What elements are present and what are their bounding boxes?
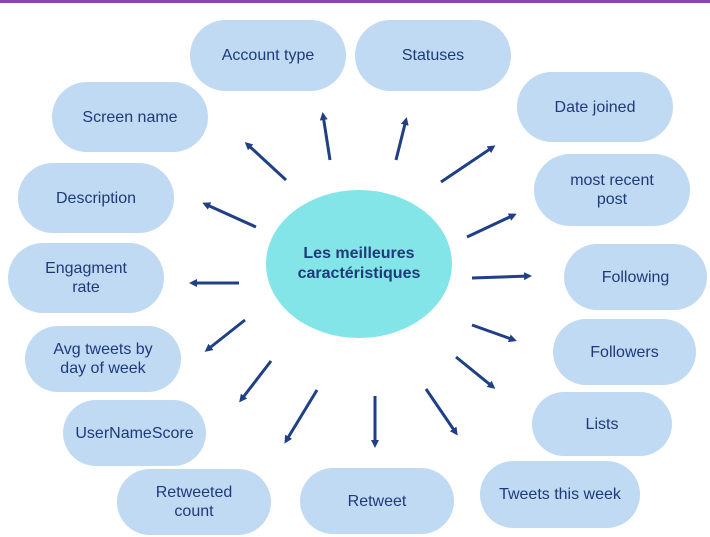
node-avg-tweets: Avg tweets by day of week: [25, 326, 181, 392]
node-date-joined: Date joined: [517, 72, 673, 142]
arrow-following: [471, 272, 532, 281]
node-engagement-rate: Engagment rate: [8, 243, 164, 313]
arrow-most-recent-post: [466, 213, 517, 239]
arrow-date-joined: [440, 145, 496, 184]
arrow-description: [202, 202, 257, 229]
node-tweets-this-week: Tweets this week: [480, 461, 640, 528]
arrow-lists: [455, 355, 496, 389]
top-accent-bar: [0, 0, 710, 3]
arrow-account-type: [319, 112, 332, 161]
node-screen-name: Screen name: [52, 82, 208, 152]
node-most-recent-post: most recent post: [534, 154, 690, 226]
arrow-statuses: [394, 117, 409, 161]
center-node: Les meilleures caractéristiques: [266, 190, 452, 338]
arrow-screen-name: [244, 141, 288, 182]
node-lists: Lists: [532, 392, 672, 456]
node-account-type: Account type: [190, 20, 346, 91]
node-retweet: Retweet: [300, 468, 454, 534]
node-description: Description: [18, 163, 174, 233]
arrow-avg-tweets: [204, 318, 246, 352]
arrow-retweeted-count: [284, 389, 319, 444]
node-following: Following: [564, 244, 707, 310]
arrow-username-score: [239, 360, 273, 403]
node-followers: Followers: [553, 319, 696, 385]
node-retweeted-count: Retweeted count: [117, 469, 271, 535]
node-username-score: UserNameScore: [63, 400, 206, 466]
arrow-tweets-this-week: [424, 388, 458, 436]
node-statuses: Statuses: [355, 20, 511, 91]
arrow-followers: [471, 323, 517, 343]
